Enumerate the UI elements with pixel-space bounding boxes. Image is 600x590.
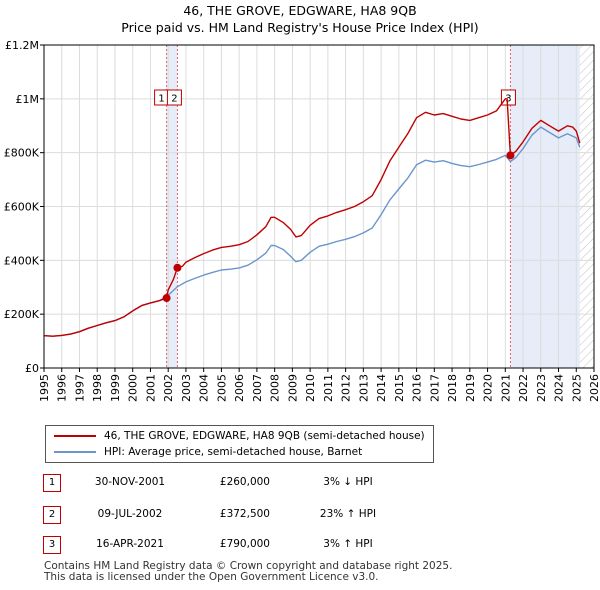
- x-tick-label: 2024: [553, 374, 566, 402]
- legend-swatch-hpi: [54, 451, 96, 453]
- x-tick-label: 2011: [322, 374, 335, 402]
- y-tick-label: £1M: [16, 93, 40, 106]
- transaction-date: 09-JUL-2002: [97, 508, 163, 520]
- transaction-hpi: 3% ↓ HPI: [323, 476, 373, 488]
- x-tick-label: 1998: [91, 374, 104, 402]
- x-tick-label: 2020: [482, 374, 495, 402]
- y-tick-label: £200K: [4, 308, 40, 321]
- x-tick-label: 2022: [517, 374, 530, 402]
- y-tick-label: £600K: [4, 201, 40, 214]
- x-tick-label: 2000: [127, 374, 140, 402]
- transaction-hpi: 23% ↑ HPI: [319, 508, 377, 520]
- x-tick-label: 1999: [109, 374, 122, 402]
- table-row: 3 16-APR-2021 £790,000 3% ↑ HPI: [0, 536, 600, 554]
- y-tick-label: £1.2M: [5, 39, 39, 52]
- table-row: 2 09-JUL-2002 £372,500 23% ↑ HPI: [0, 506, 600, 524]
- x-tick-label: 2016: [411, 374, 424, 402]
- transaction-number: 3: [43, 536, 61, 554]
- x-tick-label: 2001: [144, 374, 157, 402]
- footer: Contains HM Land Registry data © Crown c…: [44, 561, 452, 583]
- x-tick-label: 2014: [375, 374, 388, 402]
- footer-copyright: Contains HM Land Registry data © Crown c…: [44, 560, 453, 572]
- table-row: 1 30-NOV-2001 £260,000 3% ↓ HPI: [0, 474, 600, 492]
- legend-item-hpi: HPI: Average price, semi-detached house,…: [54, 445, 362, 459]
- transaction-marker-label: 1: [158, 94, 164, 105]
- x-tick-label: 2008: [269, 374, 282, 402]
- y-tick-label: £0: [25, 362, 39, 375]
- transaction-hpi: 3% ↑ HPI: [323, 538, 373, 550]
- transaction-date: 30-NOV-2001: [94, 476, 166, 488]
- transaction-price: £260,000: [219, 476, 270, 488]
- x-tick-label: 1996: [56, 374, 69, 402]
- transaction-price: £372,500: [219, 508, 270, 520]
- legend-item-property: 46, THE GROVE, EDGWARE, HA8 9QB (semi-de…: [54, 429, 425, 443]
- x-tick-label: 2009: [286, 374, 299, 402]
- chart-subtitle: Price paid vs. HM Land Registry's House …: [121, 20, 479, 35]
- x-tick-label: 2005: [215, 374, 228, 402]
- transaction-number: 2: [43, 506, 61, 524]
- hpi-series-line: [43, 126, 581, 337]
- x-tick-label: 2010: [304, 374, 317, 402]
- x-tick-label: 2007: [251, 374, 264, 402]
- x-tick-label: 2017: [428, 374, 441, 402]
- legend-label-property: 46, THE GROVE, EDGWARE, HA8 9QB (semi-de…: [104, 430, 425, 442]
- legend-swatch-property: [54, 435, 96, 437]
- x-tick-label: 2003: [180, 374, 193, 402]
- x-tick-label: 2021: [499, 374, 512, 402]
- property-series-line: [43, 98, 581, 337]
- transaction-price: £790,000: [219, 538, 270, 550]
- x-tick-label: 2006: [233, 374, 246, 402]
- transaction-marker-box: [500, 89, 516, 106]
- y-tick-label: £800K: [4, 147, 40, 160]
- transaction-marker-label: 3: [505, 94, 511, 105]
- x-tick-label: 2026: [588, 374, 600, 402]
- transaction-marker-box: [166, 89, 182, 106]
- transaction-point: [173, 263, 182, 272]
- x-tick-label: 1997: [73, 374, 86, 402]
- x-tick-label: 2002: [162, 374, 175, 402]
- x-tick-label: 2023: [535, 374, 548, 402]
- y-tick-label: £400K: [4, 254, 40, 267]
- x-tick-label: 2015: [393, 374, 406, 402]
- x-tick-label: 2013: [357, 374, 370, 402]
- x-tick-label: 2012: [340, 374, 353, 402]
- transaction-point: [506, 151, 515, 160]
- x-tick-label: 2018: [446, 374, 459, 402]
- footer-license: This data is licensed under the Open Gov…: [44, 571, 379, 583]
- transaction-date: 16-APR-2021: [96, 538, 164, 550]
- x-tick-label: 2025: [570, 374, 583, 402]
- x-tick-label: 1995: [38, 374, 51, 402]
- legend-label-hpi: HPI: Average price, semi-detached house,…: [104, 446, 363, 458]
- chart-title: 46, THE GROVE, EDGWARE, HA8 9QB: [183, 3, 417, 18]
- x-tick-label: 2004: [198, 374, 211, 402]
- x-tick-label: 2019: [464, 374, 477, 402]
- transaction-point: [162, 294, 171, 303]
- transaction-number: 1: [43, 474, 61, 492]
- transaction-marker-label: 2: [171, 94, 177, 105]
- chart-legend: 46, THE GROVE, EDGWARE, HA8 9QB (semi-de…: [45, 425, 434, 463]
